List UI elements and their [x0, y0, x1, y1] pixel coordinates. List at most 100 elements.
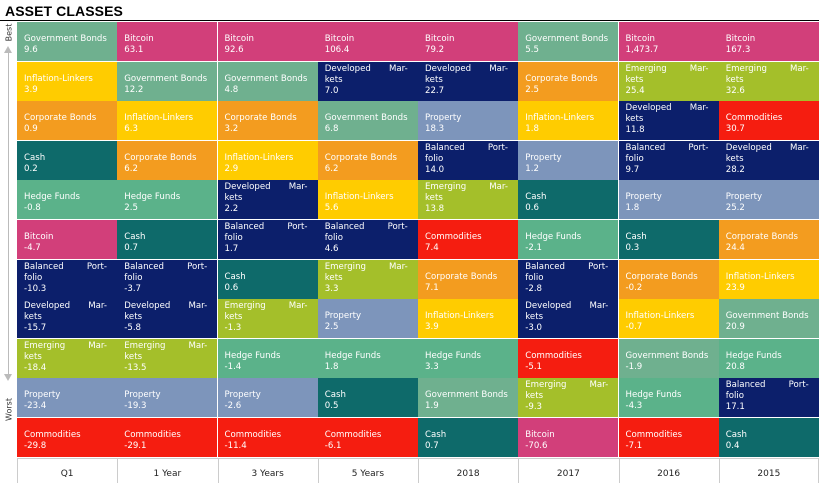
table-cell: Emerging Mar-kets -1.3	[217, 299, 319, 340]
table-cell: Government Bonds -1.9	[618, 338, 720, 379]
table-cell: Property 1.2	[518, 140, 620, 181]
asset-name: Corporate Bonds	[725, 232, 798, 242]
asset-return-value: -0.7	[625, 322, 643, 333]
asset-name: Hedge Funds	[124, 192, 181, 203]
table-cell: Hedge Funds -4.3	[618, 378, 720, 419]
column-label: 2016	[657, 469, 681, 479]
asset-name: Government Bonds	[224, 73, 308, 84]
asset-return-value: 79.2	[425, 45, 445, 55]
asset-name: Hedge Funds	[725, 350, 782, 361]
asset-name: Developed Mar-kets	[224, 182, 308, 204]
table-cell: Inflation-Linkers 23.9	[718, 259, 819, 300]
arrow-down-icon	[4, 374, 12, 381]
asset-return-value: 1.8	[625, 203, 640, 214]
asset-name: Bitcoin	[24, 232, 54, 242]
table-cell: Property 2.5	[317, 299, 419, 340]
asset-name: Government Bonds	[324, 113, 408, 124]
table-cell: Hedge Funds 2.5	[117, 180, 219, 221]
table-cell: Government Bonds 4.8	[217, 61, 319, 102]
asset-name: Corporate Bonds	[625, 271, 698, 282]
asset-name: Cash	[625, 232, 647, 242]
asset-name: Developed Mar-kets	[525, 301, 609, 323]
asset-name: Corporate Bonds	[224, 113, 297, 124]
table-cell: Inflation-Linkers 1.8	[518, 101, 620, 142]
table-cell: Balanced Port-folio 14.0	[418, 140, 519, 181]
table-cell: Inflation-Linkers 3.9	[418, 299, 519, 340]
asset-return-value: -19.3	[124, 401, 147, 412]
asset-name: Balanced Port-folio	[425, 142, 508, 164]
asset-return-value: 2.9	[224, 163, 239, 174]
asset-return-value: 9.6	[24, 45, 38, 55]
asset-return-value: -70.6	[525, 441, 548, 451]
asset-return-value: 7.4	[425, 243, 439, 253]
asset-return-value: 6.2	[124, 163, 138, 174]
table-cell: Balanced Port-folio -10.3	[17, 259, 118, 300]
table-cell: Inflation-Linkers 5.6	[317, 180, 419, 221]
asset-return-value: 3.2	[224, 124, 239, 135]
asset-return-value: -2.1	[525, 243, 543, 253]
table-cell: Developed Mar-kets -15.7	[17, 299, 118, 340]
asset-name: Cash	[525, 192, 547, 203]
asset-return-value: -15.7	[24, 323, 47, 334]
table-cell: Property -19.3	[117, 378, 219, 419]
column-separator	[117, 458, 119, 483]
table-cell: Bitcoin 79.2	[418, 22, 519, 62]
asset-return-value: 30.7	[725, 124, 745, 135]
title-rule	[0, 20, 819, 21]
asset-return-value: -0.2	[625, 282, 643, 293]
table-cell: Developed Mar-kets 28.2	[718, 140, 819, 181]
asset-return-value: 1.7	[224, 244, 239, 254]
table-cell: Corporate Bonds -0.2	[618, 259, 720, 300]
column-separator	[618, 458, 620, 483]
table-cell: Corporate Bonds 7.1	[418, 259, 519, 300]
table-cell: Inflation-Linkers 2.9	[217, 140, 319, 181]
asset-return-value: 167.3	[725, 45, 751, 55]
table-cell: Inflation-Linkers 6.3	[117, 101, 219, 142]
asset-name: Commodities	[625, 430, 683, 440]
asset-name: Corporate Bonds	[24, 113, 97, 124]
asset-name: Government Bonds	[725, 311, 809, 322]
asset-name: Inflation-Linkers	[324, 192, 394, 203]
column-separator	[718, 458, 720, 483]
asset-name: Inflation-Linkers	[224, 152, 294, 163]
asset-name: Property	[324, 311, 362, 322]
asset-name: Commodities	[224, 430, 282, 440]
asset-name: Government Bonds	[124, 73, 208, 84]
table-cell: Balanced Port-folio 1.7	[217, 220, 319, 260]
asset-return-value: 5.6	[324, 203, 339, 214]
table-cell: Cash 0.7	[117, 220, 219, 260]
asset-return-value: -6.1	[324, 441, 342, 451]
asset-return-value: -10.3	[24, 283, 47, 294]
asset-return-value: -5.8	[124, 323, 142, 334]
asset-return-value: 3.3	[425, 361, 439, 372]
asset-name: Inflation-Linkers	[124, 113, 194, 124]
table-cell: Corporate Bonds 6.2	[317, 140, 419, 181]
asset-return-value: -29.8	[24, 441, 47, 451]
asset-return-value: -1.9	[625, 361, 643, 372]
table-cell: Cash 0.3	[618, 220, 720, 260]
asset-return-value: 1.8	[525, 124, 539, 135]
asset-name: Hedge Funds	[324, 350, 381, 361]
table-cell: Bitcoin 92.6	[217, 22, 319, 62]
asset-return-value: 7.0	[324, 85, 339, 96]
asset-name: Inflation-Linkers	[24, 73, 93, 84]
table-cell: Government Bonds 5.5	[518, 22, 620, 62]
asset-name: Balanced Port-folio	[525, 261, 609, 283]
asset-return-value: 3.3	[324, 283, 339, 294]
asset-name: Emerging Mar-kets	[324, 261, 408, 283]
table-cell: Property 25.2	[718, 180, 819, 221]
table-cell: Bitcoin 106.4	[317, 22, 419, 62]
asset-return-value: -29.1	[124, 441, 147, 451]
table-cell: Commodities -11.4	[217, 418, 319, 458]
asset-name: Cash	[725, 430, 747, 440]
table-cell: Developed Mar-kets 2.2	[217, 180, 319, 221]
asset-name: Property	[124, 390, 161, 401]
asset-return-value: 4.8	[224, 84, 239, 95]
asset-return-value: -4.3	[625, 401, 643, 412]
arrow-up-icon	[4, 46, 12, 53]
asset-name: Corporate Bonds	[124, 152, 197, 163]
asset-name: Bitcoin	[324, 34, 355, 44]
table-cell: Balanced Port-folio -2.8	[518, 259, 620, 300]
asset-return-value: -1.3	[224, 323, 242, 334]
